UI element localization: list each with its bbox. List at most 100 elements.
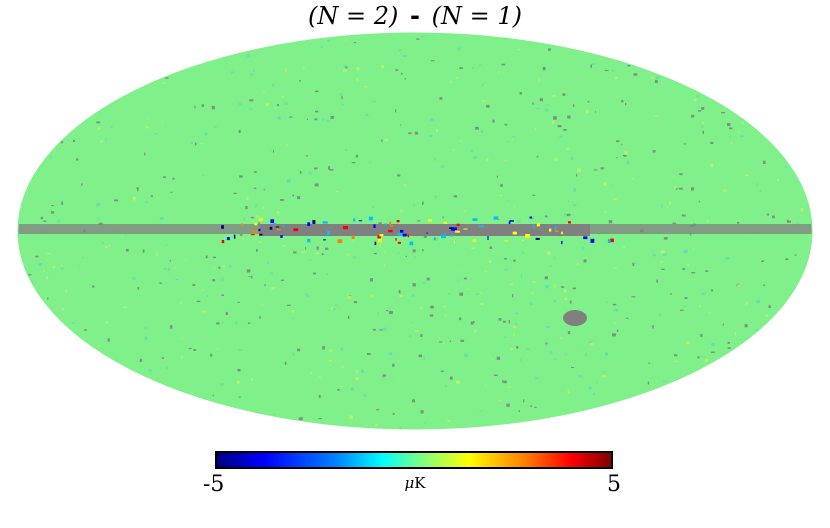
residual-pixel	[493, 216, 499, 220]
speckle	[590, 64, 592, 68]
speckle	[61, 307, 64, 311]
speckle	[264, 284, 266, 287]
speckle	[567, 391, 570, 394]
speckle	[212, 279, 216, 282]
speckle	[710, 141, 714, 144]
speckle	[338, 93, 343, 96]
speckle	[807, 305, 810, 309]
speckle	[622, 246, 626, 249]
speckle	[379, 329, 383, 331]
speckle	[485, 384, 487, 387]
residual-pixel	[407, 234, 409, 238]
speckle	[780, 351, 784, 354]
speckle	[248, 276, 251, 278]
speckle	[70, 335, 72, 337]
speckle	[230, 71, 235, 74]
residual-pixel	[221, 240, 225, 244]
speckle	[249, 108, 253, 110]
speckle	[21, 158, 24, 160]
speckle	[191, 392, 194, 394]
speckle	[285, 144, 289, 147]
speckle	[808, 343, 811, 347]
speckle	[687, 264, 690, 266]
speckle	[747, 35, 751, 38]
speckle	[355, 154, 359, 158]
speckle	[762, 160, 766, 164]
speckle	[123, 306, 127, 308]
speckle	[28, 304, 30, 307]
speckle	[457, 279, 459, 282]
speckle	[786, 219, 791, 223]
speckle	[78, 264, 80, 266]
residual-pixel	[270, 219, 275, 224]
speckle	[459, 67, 463, 69]
speckle	[577, 422, 582, 426]
speckle	[281, 95, 284, 98]
residual-pixel	[609, 238, 614, 243]
speckle	[430, 60, 435, 62]
speckle	[524, 402, 526, 404]
speckle	[426, 277, 430, 281]
speckle	[793, 312, 797, 315]
speckle	[216, 322, 220, 325]
speckle	[98, 222, 103, 225]
speckle	[648, 362, 650, 364]
speckle	[721, 112, 725, 114]
speckle	[372, 100, 376, 103]
speckle	[106, 71, 109, 73]
speckle	[696, 389, 700, 393]
speckle	[185, 257, 187, 261]
speckle	[23, 326, 27, 331]
speckle	[562, 36, 567, 39]
speckle	[144, 152, 146, 156]
speckle	[553, 257, 556, 260]
speckle	[49, 126, 53, 130]
speckle	[203, 54, 205, 58]
speckle	[553, 284, 556, 288]
speckle	[785, 258, 789, 260]
speckle	[567, 331, 571, 335]
speckle	[732, 408, 735, 412]
speckle	[239, 234, 243, 236]
speckle	[756, 183, 758, 186]
speckle	[165, 366, 168, 370]
speckle	[51, 65, 53, 68]
speckle	[455, 77, 459, 80]
speckle	[137, 188, 139, 192]
speckle	[436, 129, 438, 132]
residual-pixel	[274, 223, 277, 225]
speckle	[560, 286, 565, 288]
speckle	[780, 316, 783, 320]
speckle	[674, 360, 679, 363]
speckle	[635, 406, 638, 408]
speckle	[389, 311, 393, 315]
speckle	[202, 310, 206, 313]
speckle	[41, 59, 45, 62]
speckle	[747, 35, 749, 38]
speckle	[679, 187, 683, 190]
speckle	[553, 116, 557, 120]
speckle	[163, 268, 167, 270]
speckle	[105, 321, 109, 324]
speckle	[245, 205, 248, 210]
speckle	[504, 159, 508, 162]
speckle	[634, 262, 637, 265]
speckle	[256, 249, 258, 252]
speckle	[263, 189, 266, 191]
speckle	[748, 353, 751, 357]
speckle	[272, 413, 276, 417]
speckle	[573, 421, 578, 423]
speckle	[787, 114, 790, 117]
speckle	[562, 93, 566, 96]
speckle	[107, 245, 110, 248]
speckle	[253, 69, 255, 73]
residual-pixel	[479, 225, 485, 228]
speckle	[356, 77, 358, 81]
speckle	[408, 132, 412, 135]
speckle	[236, 380, 240, 384]
speckle	[54, 378, 57, 382]
speckle	[109, 85, 114, 87]
speckle	[65, 289, 67, 293]
speckle	[306, 118, 308, 121]
speckle	[534, 406, 537, 408]
